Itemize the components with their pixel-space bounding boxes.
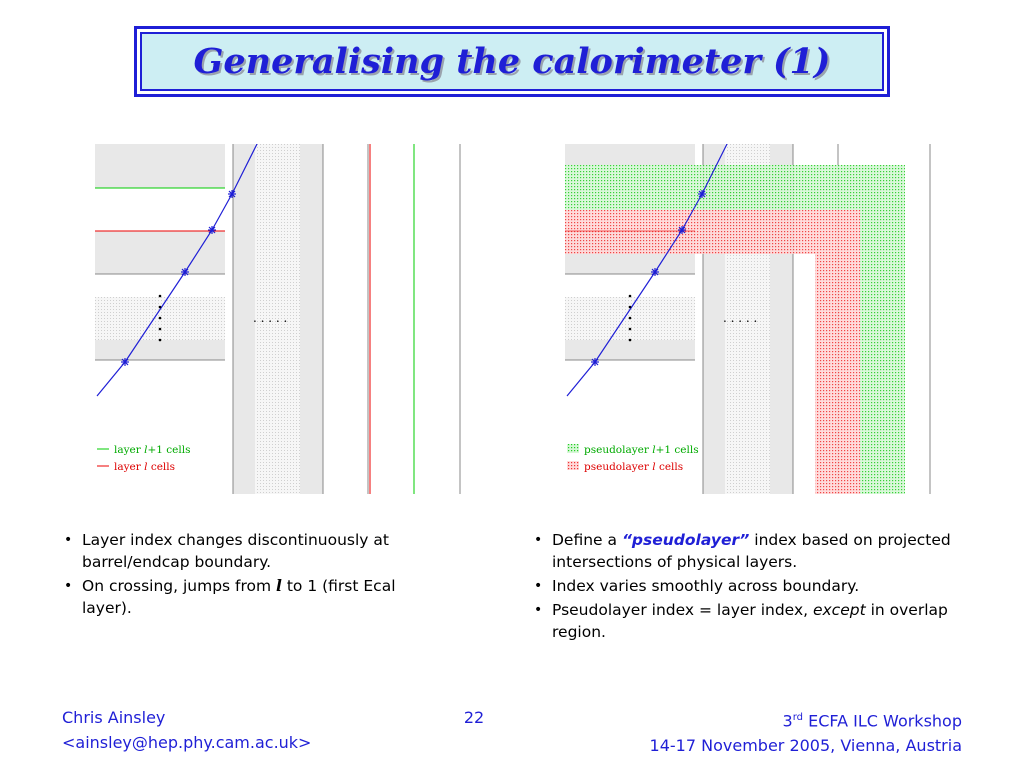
author-name: Chris Ainsley (62, 708, 166, 727)
title-banner: Generalising the calorimeter (1) (134, 26, 890, 97)
endcap-layer (255, 144, 300, 494)
page-number: 22 (463, 708, 485, 727)
footer-event: 3rd ECFA ILC Workshop 14-17 November 200… (650, 705, 962, 758)
event-name: 3rd ECFA ILC Workshop (782, 711, 962, 731)
legend-layer-l: layer l cells (114, 461, 175, 473)
bullet-icon: • (64, 578, 73, 594)
particle-track (566, 144, 728, 397)
bullet-item: • Layer index changes discontinuously at… (64, 531, 389, 571)
particle-track (96, 144, 258, 397)
endcap-layer (233, 144, 255, 494)
legend-layer-l-plus-1: layer l+1 cells (114, 444, 191, 456)
title-banner-inner: Generalising the calorimeter (1) (140, 32, 884, 91)
barrel-layer (95, 144, 225, 188)
track-hits (591, 190, 706, 366)
bullet-icon: • (534, 532, 543, 548)
pseudolayer-l-plus-1-region (565, 165, 905, 494)
track-hits (121, 190, 236, 366)
footer-author: Chris Ainsley <ainsley@hep.phy.cam.ac.uk… (62, 705, 311, 755)
event-date: 14-17 November 2005, Vienna, Austria (649, 736, 962, 756)
right-calorimeter-diagram: . . . . . pseudolayer l+1 cells pseudola… (565, 144, 931, 494)
pseudolayer-l-region (565, 210, 860, 494)
legend-pseudolayer-l: pseudolayer l cells (584, 461, 683, 473)
endcap-layer (300, 144, 323, 494)
bullet-item: • Define a “pseudolayer” index based on … (534, 531, 951, 571)
left-calorimeter-diagram: . . . . . layer l+1 cells layer l cells (95, 144, 461, 494)
bullet-icon: • (534, 578, 543, 594)
bullet-item: • Pseudolayer index = layer index, excep… (534, 601, 948, 641)
bullet-item: • Index varies smoothly across boundary. (534, 577, 860, 595)
horizontal-ellipsis: . . . . . (723, 311, 757, 325)
barrel-layer (95, 188, 225, 231)
barrel-layer (95, 274, 225, 297)
left-bullet-list: • Layer index changes discontinuously at… (62, 529, 442, 621)
bullet-item: • On crossing, jumps from l to 1 (first … (64, 576, 396, 617)
slide-title: Generalising the calorimeter (1) (193, 41, 831, 82)
author-email: <ainsley@hep.phy.cam.ac.uk> (62, 733, 312, 752)
bullet-icon: • (534, 602, 543, 618)
barrel-layer (95, 340, 225, 360)
horizontal-ellipsis: . . . . . (253, 311, 287, 325)
vertical-ellipsis (628, 294, 632, 342)
barrel-layer (95, 231, 225, 274)
right-bullet-list: • Define a “pseudolayer” index based on … (532, 529, 972, 645)
legend-pseudolayer-l-plus-1: pseudolayer l+1 cells (584, 444, 699, 456)
bullet-icon: • (64, 532, 73, 548)
vertical-ellipsis (158, 294, 162, 342)
